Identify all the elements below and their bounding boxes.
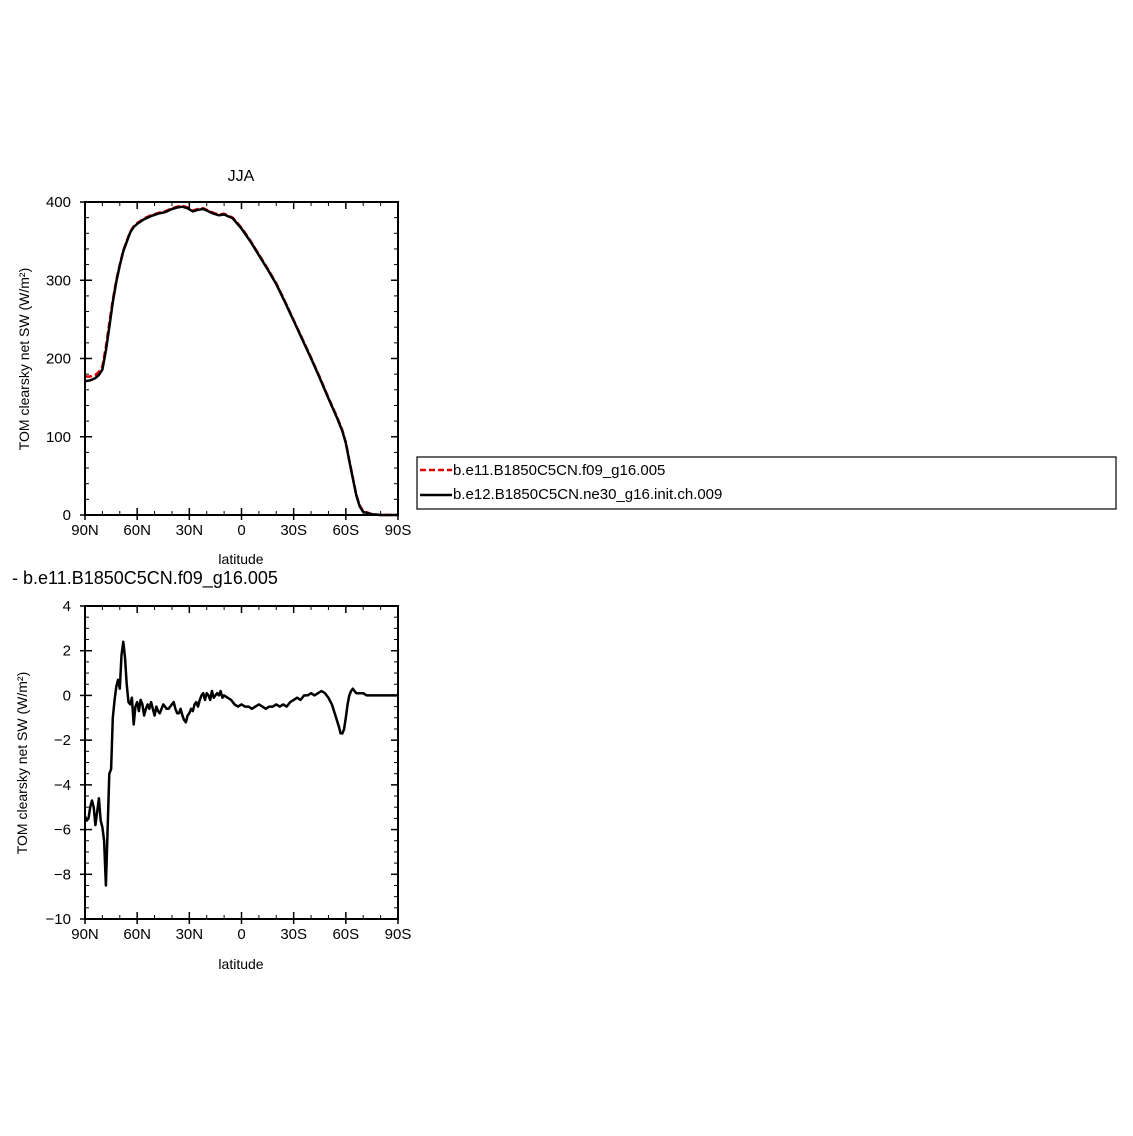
top-panel: JJA 90N 60N 30N 0 30S 60S 90S 0 100 200 300 400 lat… — [16, 168, 411, 567]
bottom-y-tick-label-4: −2 — [54, 732, 71, 749]
bottom-panel-x-axis-label: latitude — [218, 956, 263, 972]
bottom-y-tick-label-5: 0 — [63, 687, 71, 704]
bottom-x-tick-label-3: 0 — [237, 926, 245, 943]
bottom-x-tick-label-6: 90S — [385, 926, 412, 943]
bottom-y-tick-label-0: −10 — [46, 911, 71, 928]
top-panel-x-axis-label: latitude — [218, 551, 263, 567]
top-x-tick-label-5: 60S — [332, 522, 359, 539]
bottom-x-tick-label-2: 30N — [176, 926, 204, 943]
top-x-tick-label-4: 30S — [280, 522, 307, 539]
top-x-tick-label-6: 90S — [385, 522, 412, 539]
top-y-tick-label-0: 0 — [63, 507, 71, 524]
top-x-tick-label-3: 0 — [237, 522, 245, 539]
bottom-panel-title: - b.e11.B1850C5CN.f09_g16.005 — [12, 568, 278, 589]
top-series-line-2 — [84, 205, 398, 517]
top-panel-y-axis-label: TOM clearsky net SW (W/m²) — [16, 268, 32, 451]
legend-label-series-1: b.e11.B1850C5CN.f09_g16.005 — [453, 462, 665, 479]
top-x-tick-label-2: 30N — [176, 522, 204, 539]
top-x-tick-label-1: 60N — [123, 522, 151, 539]
bottom-x-tick-label-5: 60S — [332, 926, 359, 943]
top-y-tick-label-2: 200 — [46, 351, 71, 368]
top-y-tick-label-4: 400 — [46, 194, 71, 211]
top-panel-frame — [84, 201, 399, 516]
bottom-series-line-1 — [83, 640, 398, 887]
bottom-panel-y-axis-label: TOM clearsky net SW (W/m²) — [14, 672, 30, 855]
top-panel-title: JJA — [228, 168, 255, 185]
legend-label-series-2: b.e12.B1850C5CN.ne30_g16.init.ch.009 — [453, 486, 722, 503]
legend: b.e11.B1850C5CN.f09_g16.005 b.e12.B1850C… — [416, 456, 1117, 510]
top-x-tick-label-0: 90N — [71, 522, 99, 539]
bottom-y-tick-label-7: 4 — [63, 598, 71, 615]
bottom-panel-frame — [84, 605, 399, 920]
bottom-x-tick-label-0: 90N — [71, 926, 99, 943]
top-y-tick-label-1: 100 — [46, 429, 71, 446]
legend-box — [416, 456, 1117, 510]
top-panel-marks: 90N 60N 30N 0 30S 60S 90S 0 100 200 300 400 — [46, 194, 411, 539]
bottom-panel: - b.e11.B1850C5CN.f09_g16.005 90N 60N 30N 0… — [12, 568, 411, 972]
top-y-tick-label-3: 300 — [46, 272, 71, 289]
bottom-y-tick-label-2: −6 — [54, 822, 71, 839]
bottom-y-tick-label-6: 2 — [63, 643, 71, 660]
bottom-y-tick-label-1: −8 — [54, 866, 71, 883]
bottom-x-tick-label-4: 30S — [280, 926, 307, 943]
bottom-x-tick-label-1: 60N — [123, 926, 151, 943]
bottom-y-tick-label-3: −4 — [54, 777, 71, 794]
